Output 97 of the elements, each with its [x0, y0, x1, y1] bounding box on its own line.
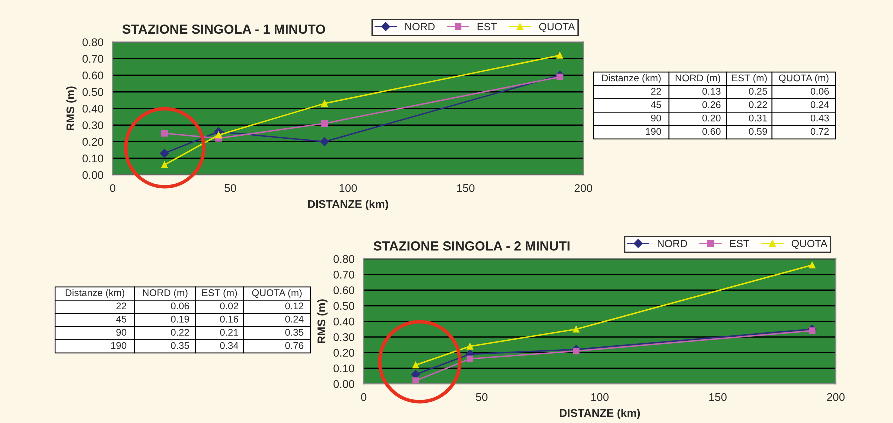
y-tick-label: 0.20 — [334, 349, 355, 357]
text: 0.35 — [286, 329, 304, 336]
x-tick-label: 0 — [110, 184, 116, 192]
point — [321, 120, 328, 127]
y-tick-label: 0.50 — [82, 88, 104, 96]
x-tick-label: 200 — [574, 184, 592, 192]
legend-label: NORD — [406, 23, 435, 31]
point — [809, 328, 816, 334]
y-tick-label: 0.60 — [334, 286, 355, 294]
y-tick-label: 0.40 — [334, 318, 355, 326]
text: 0.02 — [220, 302, 238, 310]
y-tick-label: 0.70 — [334, 270, 355, 279]
point — [216, 132, 222, 139]
x-tick-label: 0 — [361, 393, 367, 402]
chart-title: STAZIONE SINGOLA - 1 MINUTO — [122, 24, 326, 34]
y-tick-label: 0.70 — [82, 55, 104, 64]
text: 90 — [116, 329, 127, 336]
text: 0.12 — [286, 302, 304, 310]
point — [161, 162, 168, 168]
y-tick-label: 0.10 — [334, 364, 355, 373]
point — [412, 378, 420, 384]
text: 0.20 — [702, 114, 721, 122]
x-tick-label: 150 — [710, 393, 727, 402]
point — [466, 343, 474, 350]
text: Distanze (km) — [602, 74, 661, 84]
point — [466, 356, 474, 362]
legend-label: EST — [478, 23, 498, 31]
text: 0.60 — [702, 128, 721, 136]
text: Distanze (km) — [66, 289, 125, 298]
text: QUOTA (m) — [779, 74, 829, 84]
y-axis-title: RMS (m) — [317, 300, 328, 344]
text: 0.06 — [810, 88, 830, 95]
text: 0.24 — [810, 101, 830, 108]
y-tick-label: 0.30 — [334, 333, 355, 342]
text: 0.72 — [810, 128, 829, 136]
point — [809, 262, 816, 269]
text: 0.19 — [171, 316, 190, 323]
legend-label: QUOTA — [792, 240, 828, 250]
y-axis-title: RMS (m) — [66, 86, 77, 130]
text: QUOTA (m) — [252, 289, 302, 298]
x-tick-label: 100 — [340, 184, 358, 192]
x-tick-label: 50 — [476, 393, 488, 402]
x-tick-label: 150 — [458, 184, 475, 192]
text: 0.21 — [220, 329, 238, 336]
text: EST (m) — [732, 74, 767, 84]
text: EST (m) — [202, 289, 238, 298]
text: 22 — [116, 302, 126, 310]
point — [320, 137, 330, 146]
text: 45 — [116, 316, 127, 323]
point — [556, 52, 564, 59]
legend-label: NORD — [658, 240, 688, 248]
text: 0.76 — [286, 342, 304, 350]
text: 0.34 — [220, 342, 239, 350]
y-tick-label: 0.80 — [334, 255, 355, 264]
x-tick-label: 100 — [592, 393, 609, 402]
x-axis-title: DISTANZE (km) — [560, 409, 640, 420]
y-tick-label: 0.00 — [334, 380, 355, 388]
text: 0.43 — [810, 114, 830, 122]
text: 0.16 — [220, 316, 238, 323]
y-tick-label: 0.10 — [82, 154, 104, 163]
legend-label: QUOTA — [539, 23, 576, 32]
legend-label: EST — [730, 240, 750, 248]
point — [161, 130, 168, 137]
text: 0.06 — [171, 302, 190, 310]
y-tick-label: 0.00 — [82, 171, 104, 180]
y-tick-label: 0.80 — [82, 38, 104, 46]
text: NORD (m) — [676, 74, 720, 84]
text: 0.22 — [171, 329, 190, 336]
point — [412, 362, 420, 369]
x-tick-label: 50 — [224, 184, 236, 192]
y-tick-label: 0.30 — [82, 122, 104, 130]
text: 0.22 — [749, 101, 768, 108]
point — [573, 348, 580, 355]
x-tick-label: 200 — [827, 393, 845, 402]
point — [556, 74, 564, 80]
text: 45 — [651, 102, 662, 108]
chart-title: STAZIONE SINGOLA - 2 MINUTI — [374, 242, 570, 251]
text: 0.24 — [286, 316, 304, 323]
text: 0.31 — [749, 114, 768, 122]
text: 90 — [651, 114, 662, 122]
y-tick-label: 0.20 — [82, 138, 104, 146]
point — [321, 100, 328, 108]
text: NORD (m) — [143, 289, 188, 298]
point — [160, 149, 170, 158]
text: 0.13 — [702, 88, 721, 95]
text: 22 — [651, 88, 662, 95]
y-tick-label: 0.50 — [334, 302, 355, 310]
text: 0.25 — [749, 88, 768, 95]
text: 0.59 — [749, 128, 768, 136]
text: 0.26 — [702, 101, 721, 108]
x-axis-title: DISTANZE (km) — [308, 200, 388, 210]
text: 190 — [111, 342, 127, 350]
text: 190 — [646, 128, 662, 136]
point — [573, 326, 580, 333]
text: 0.35 — [171, 342, 190, 350]
y-tick-label: 0.60 — [82, 72, 104, 80]
y-tick-label: 0.40 — [82, 104, 104, 113]
